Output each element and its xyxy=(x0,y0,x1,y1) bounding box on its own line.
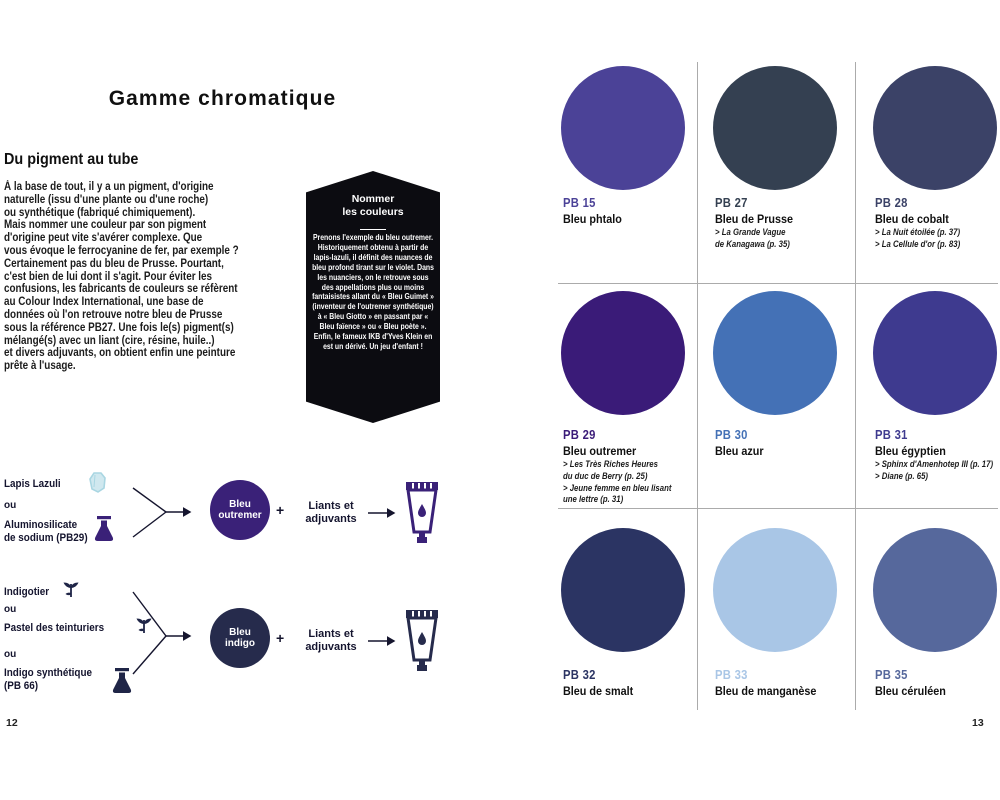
color-swatch-circle xyxy=(561,291,685,415)
pigment-name: Bleu de Prusse xyxy=(715,212,794,226)
or-label: ou xyxy=(4,649,17,660)
or-label: ou xyxy=(4,604,17,615)
paint-tube-icon xyxy=(405,610,439,672)
pigment-code: PB 33 xyxy=(715,668,748,682)
pigment-name: Bleu égyptien xyxy=(875,444,946,458)
pigment-code: PB 15 xyxy=(563,196,596,210)
flask-icon xyxy=(92,516,116,543)
source-label-indigo-synthetique: Indigo synthétique (PB 66) xyxy=(4,667,93,692)
color-swatch-circle xyxy=(873,528,997,652)
gem-icon xyxy=(88,472,107,493)
section-heading: Du pigment au tube xyxy=(4,151,139,168)
grid-divider-horizontal xyxy=(558,508,998,509)
badge-text: Prenons l'exemple du bleu outremer. Hist… xyxy=(312,232,434,351)
color-swatch-circle xyxy=(873,291,997,415)
binder-label: Liants et adjuvants xyxy=(305,500,357,525)
or-label: ou xyxy=(4,500,17,511)
pigment-name: Bleu outremer xyxy=(563,444,637,458)
plus-sign: + xyxy=(276,502,285,518)
pigment-name: Bleu azur xyxy=(715,444,764,458)
naming-colors-badge: Nommer les couleurs Prenons l'exemple du… xyxy=(306,171,440,423)
color-swatch-circle xyxy=(561,66,685,190)
binder-label: Liants et adjuvants xyxy=(305,628,357,653)
pigment-code: PB 30 xyxy=(715,428,748,442)
source-label-pastel: Pastel des teinturiers xyxy=(4,622,105,634)
color-swatch-circle xyxy=(713,291,837,415)
color-swatch-circle xyxy=(713,528,837,652)
pigment-references: > Sphinx d'Amenhotep III (p. 17) > Diane… xyxy=(875,459,994,482)
color-swatch-circle xyxy=(873,66,997,190)
pigment-references: > Les Très Riches Heures du duc de Berry… xyxy=(563,459,672,506)
source-label-indigotier: Indigotier xyxy=(4,586,50,598)
pigment-references: > La Nuit étoilée (p. 37) > La Cellule d… xyxy=(875,227,961,250)
page-number-left: 12 xyxy=(6,717,18,729)
pigment-references: > La Grande Vague de Kanagawa (p. 35) xyxy=(715,227,790,250)
pigment-name: Bleu de cobalt xyxy=(875,212,949,226)
intro-paragraph: À la base de tout, il y a un pigment, d'… xyxy=(4,181,239,373)
page-number-right: 13 xyxy=(972,717,984,729)
plus-sign: + xyxy=(276,630,285,646)
diagram-connector-lines xyxy=(0,455,450,735)
source-label-lapis-lazuli: Lapis Lazuli xyxy=(4,478,61,490)
flask-icon xyxy=(110,668,134,695)
pigment-circle-label: Bleu outremer xyxy=(218,498,262,522)
pigment-name: Bleu de manganèse xyxy=(715,684,817,698)
pigment-name: Bleu céruléen xyxy=(875,684,946,698)
pigment-code: PB 29 xyxy=(563,428,596,442)
source-label-aluminosilicate: Aluminosilicate de sodium (PB29) xyxy=(4,519,88,544)
grid-divider-vertical xyxy=(855,62,856,710)
pigment-code: PB 32 xyxy=(563,668,596,682)
color-swatch-circle xyxy=(561,528,685,652)
grid-divider-horizontal xyxy=(558,283,998,284)
pigment-name: Bleu phtalo xyxy=(563,212,622,226)
paint-tube-icon xyxy=(405,482,439,544)
color-swatch-circle xyxy=(713,66,837,190)
badge-title: Nommer les couleurs xyxy=(342,193,404,218)
page-title: Gamme chromatique xyxy=(108,87,337,110)
pigment-code: PB 27 xyxy=(715,196,748,210)
pigment-name: Bleu de smalt xyxy=(563,684,634,698)
pigment-code: PB 31 xyxy=(875,428,908,442)
pigment-code: PB 35 xyxy=(875,668,908,682)
plant-icon xyxy=(62,580,80,599)
badge-divider xyxy=(360,229,386,230)
pigment-circle-outremer: Bleu outremer xyxy=(210,480,270,540)
pigment-code: PB 28 xyxy=(875,196,908,210)
pigment-circle-indigo: Bleu indigo xyxy=(210,608,270,668)
grid-divider-vertical xyxy=(697,62,698,710)
pigment-circle-label: Bleu indigo xyxy=(225,626,255,650)
plant-icon xyxy=(135,616,153,635)
